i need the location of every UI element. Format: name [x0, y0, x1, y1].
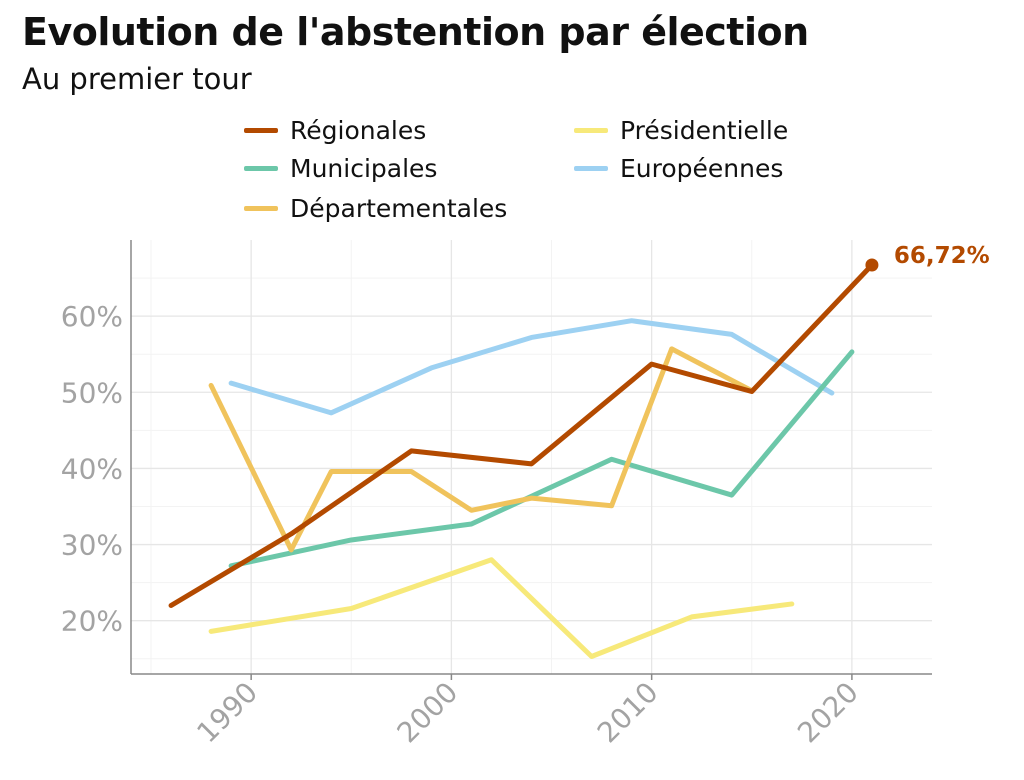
legend: Régionales Municipales Départementales P… [244, 110, 844, 230]
chart-subtitle: Au premier tour [22, 62, 252, 96]
legend-item-presidentielle: Présidentielle [574, 110, 788, 150]
y-tick-label: 50% [61, 376, 123, 409]
legend-item-departementales: Départementales [244, 188, 507, 228]
series-line-regionales [168, 262, 875, 608]
y-tick-label: 30% [61, 529, 123, 562]
y-tick-label: 20% [61, 605, 123, 638]
legend-item-regionales: Régionales [244, 110, 426, 150]
legend-label-regionales: Régionales [290, 115, 427, 145]
legend-swatch-presidentielle [574, 127, 608, 133]
legend-swatch-regionales [244, 127, 278, 133]
y-tick-label: 40% [61, 452, 123, 485]
series-line-presidentielle [208, 557, 795, 659]
x-tick-label: 2020 [791, 676, 865, 750]
legend-label-departementales: Départementales [290, 193, 508, 223]
legend-label-europeennes: Européennes [620, 153, 784, 183]
legend-swatch-departementales [244, 205, 278, 211]
x-tick-label: 2010 [591, 676, 665, 750]
x-tick-label: 2000 [391, 676, 465, 750]
series-line-europeennes [228, 318, 835, 416]
x-tick-label: 1990 [190, 676, 264, 750]
series-line-municipales [228, 349, 855, 569]
legend-swatch-municipales [244, 165, 278, 171]
legend-swatch-europeennes [574, 165, 608, 171]
legend-label-municipales: Municipales [290, 153, 438, 183]
legend-item-europeennes: Européennes [574, 148, 783, 188]
legend-label-presidentielle: Présidentielle [620, 115, 789, 145]
y-tick-label: 60% [61, 300, 123, 333]
annotation-label: 66,72% [894, 243, 990, 269]
chart-title: Evolution de l'abstention par élection [22, 10, 809, 54]
legend-item-municipales: Municipales [244, 148, 437, 188]
annotation-point [865, 258, 879, 272]
